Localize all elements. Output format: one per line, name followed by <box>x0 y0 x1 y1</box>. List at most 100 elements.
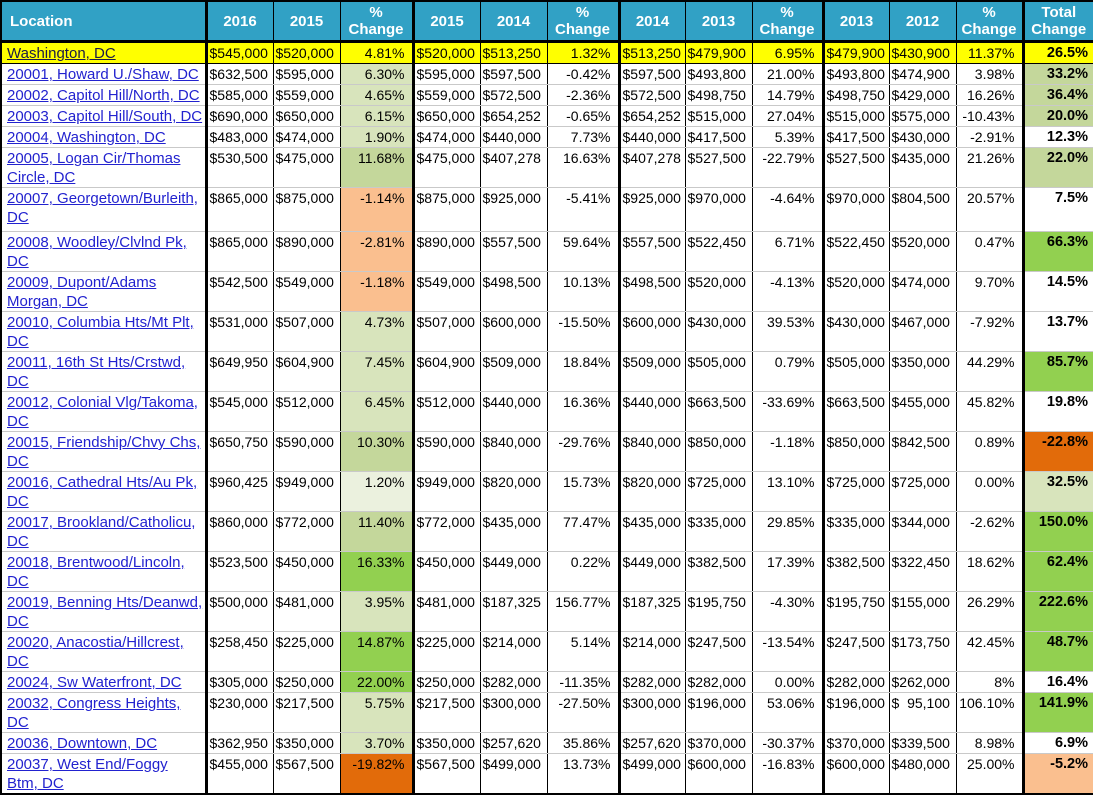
cell-y2013b: $282,000 <box>823 671 890 693</box>
location-link[interactable]: 20005, Logan Cir/Thomas Circle, DC <box>7 150 181 186</box>
location-link[interactable]: 20004, Washington, DC <box>7 129 166 146</box>
cell-y2016: $865,000 <box>206 187 274 232</box>
location-link[interactable]: 20037, West End/Foggy Btm, DC <box>7 756 168 792</box>
cell-pch1: 6.45% <box>340 391 415 432</box>
table-row: 20015, Friendship/Chvy Chs, DC $650,750 $5… <box>1 431 1093 472</box>
cell-y2014b: $572,500 <box>619 84 686 106</box>
cell-pch3: -16.83% <box>752 753 825 795</box>
location-link[interactable]: 20018, Brentwood/Lincoln, DC <box>7 554 185 590</box>
cell-y2012: $455,000 <box>889 391 957 432</box>
table-row: 20007, Georgetown/Burleith, DC $865,000 $8… <box>1 187 1093 232</box>
cell-y2014b: $499,000 <box>619 753 686 795</box>
cell-pch4: 106.10% <box>956 692 1025 733</box>
cell-total: 62.4% <box>1023 551 1093 592</box>
cell-pch2: 77.47% <box>547 511 621 552</box>
column-header-pct-change-4: % Change <box>956 1 1025 43</box>
cell-y2015b: $250,000 <box>413 671 481 693</box>
location-link[interactable]: 20032, Congress Heights, DC <box>7 695 181 731</box>
cell-y2012: $173,750 <box>889 631 957 672</box>
table-row: 20024, Sw Waterfront, DC $305,000 $250,000… <box>1 671 1093 693</box>
cell-total: 32.5% <box>1023 471 1093 512</box>
cell-y2013a: $522,450 <box>685 231 753 272</box>
location-link[interactable]: 20010, Columbia Hts/Mt Plt, DC <box>7 314 194 350</box>
cell-pch1: 14.87% <box>340 631 415 672</box>
cell-pch4: 0.00% <box>956 471 1025 512</box>
cell-pch3: -33.69% <box>752 391 825 432</box>
cell-y2016: $230,000 <box>206 692 274 733</box>
cell-pch2: -27.50% <box>547 692 621 733</box>
cell-y2013a: $370,000 <box>685 732 753 754</box>
cell-y2015a: $875,000 <box>273 187 341 232</box>
location-link[interactable]: 20036, Downtown, DC <box>7 735 158 752</box>
cell-pch4: 9.70% <box>956 271 1025 312</box>
cell-y2013a: $527,500 <box>685 147 753 188</box>
table-row: 20019, Benning Hts/Deanwd, DC $500,000 $48… <box>1 591 1093 632</box>
cell-y2014a: $509,000 <box>480 351 548 392</box>
location-link[interactable]: 20009, Dupont/Adams Morgan, DC <box>7 274 157 310</box>
location-link[interactable]: 20015, Friendship/Chvy Chs, DC <box>7 434 201 470</box>
location-cell: 20008, Woodley/Clvlnd Pk, DC <box>1 231 208 272</box>
column-header-2012: 2012 <box>889 1 957 43</box>
cell-pch4: 3.98% <box>956 63 1025 85</box>
cell-y2014b: $187,325 <box>619 591 686 632</box>
cell-y2016: $455,000 <box>206 753 274 795</box>
cell-y2016: $483,000 <box>206 126 274 148</box>
table-row: 20002, Capitol Hill/North, DC $585,000 $55… <box>1 84 1093 106</box>
cell-pch3: 27.04% <box>752 105 825 127</box>
location-cell: 20009, Dupont/Adams Morgan, DC <box>1 271 208 312</box>
location-link[interactable]: 20001, Howard U./Shaw, DC <box>7 66 199 83</box>
location-cell: 20003, Capitol Hill/South, DC <box>1 105 208 127</box>
cell-y2014b: $513,250 <box>619 41 686 64</box>
location-cell: 20032, Congress Heights, DC <box>1 692 208 733</box>
cell-y2013b: $522,450 <box>823 231 890 272</box>
cell-pch3: 53.06% <box>752 692 825 733</box>
cell-y2014b: $600,000 <box>619 311 686 352</box>
cell-pch1: -19.82% <box>340 753 415 795</box>
cell-y2013a: $417,500 <box>685 126 753 148</box>
location-link[interactable]: 20007, Georgetown/Burleith, DC <box>7 190 198 226</box>
location-link[interactable]: Washington, DC <box>7 45 116 62</box>
cell-y2013b: $382,500 <box>823 551 890 592</box>
cell-y2013b: $520,000 <box>823 271 890 312</box>
cell-y2014b: $925,000 <box>619 187 686 232</box>
cell-total: 20.0% <box>1023 105 1093 127</box>
cell-y2013b: $195,750 <box>823 591 890 632</box>
location-link[interactable]: 20011, 16th St Hts/Crstwd, DC <box>7 354 186 390</box>
cell-total: 26.5% <box>1023 41 1093 64</box>
cell-y2013a: $970,000 <box>685 187 753 232</box>
cell-y2014a: $435,000 <box>480 511 548 552</box>
table-row: 20032, Congress Heights, DC $230,000 $217,… <box>1 692 1093 733</box>
location-link[interactable]: 20024, Sw Waterfront, DC <box>7 674 182 691</box>
cell-pch2: 0.22% <box>547 551 621 592</box>
cell-pch3: 5.39% <box>752 126 825 148</box>
cell-y2013a: $520,000 <box>685 271 753 312</box>
cell-y2014b: $407,278 <box>619 147 686 188</box>
cell-total: 85.7% <box>1023 351 1093 392</box>
cell-y2014a: $300,000 <box>480 692 548 733</box>
cell-pch4: 11.37% <box>956 41 1025 64</box>
location-link[interactable]: 20020, Anacostia/Hillcrest, DC <box>7 634 184 670</box>
location-link[interactable]: 20012, Colonial Vlg/Takoma, DC <box>7 394 198 430</box>
cell-pch1: 10.30% <box>340 431 415 472</box>
cell-pch4: 0.89% <box>956 431 1025 472</box>
cell-y2014a: $282,000 <box>480 671 548 693</box>
cell-pch3: -13.54% <box>752 631 825 672</box>
table-row: 20036, Downtown, DC $362,950 $350,000 3.70%… <box>1 732 1093 754</box>
cell-y2013a: $725,000 <box>685 471 753 512</box>
cell-pch4: -7.92% <box>956 311 1025 352</box>
cell-y2014a: $498,500 <box>480 271 548 312</box>
location-cell: 20002, Capitol Hill/North, DC <box>1 84 208 106</box>
location-link[interactable]: 20016, Cathedral Hts/Au Pk, DC <box>7 474 198 510</box>
table-row: 20009, Dupont/Adams Morgan, DC $542,500 $5… <box>1 271 1093 312</box>
cell-total: 150.0% <box>1023 511 1093 552</box>
location-link[interactable]: 20017, Brookland/Catholicu, DC <box>7 514 196 550</box>
location-link[interactable]: 20019, Benning Hts/Deanwd, DC <box>7 594 203 630</box>
location-link[interactable]: 20002, Capitol Hill/North, DC <box>7 87 200 104</box>
cell-y2012: $350,000 <box>889 351 957 392</box>
location-link[interactable]: 20003, Capitol Hill/South, DC <box>7 108 203 125</box>
cell-pch3: 13.10% <box>752 471 825 512</box>
cell-y2016: $865,000 <box>206 231 274 272</box>
cell-pch2: 5.14% <box>547 631 621 672</box>
location-link[interactable]: 20008, Woodley/Clvlnd Pk, DC <box>7 234 187 270</box>
cell-y2015b: $650,000 <box>413 105 481 127</box>
